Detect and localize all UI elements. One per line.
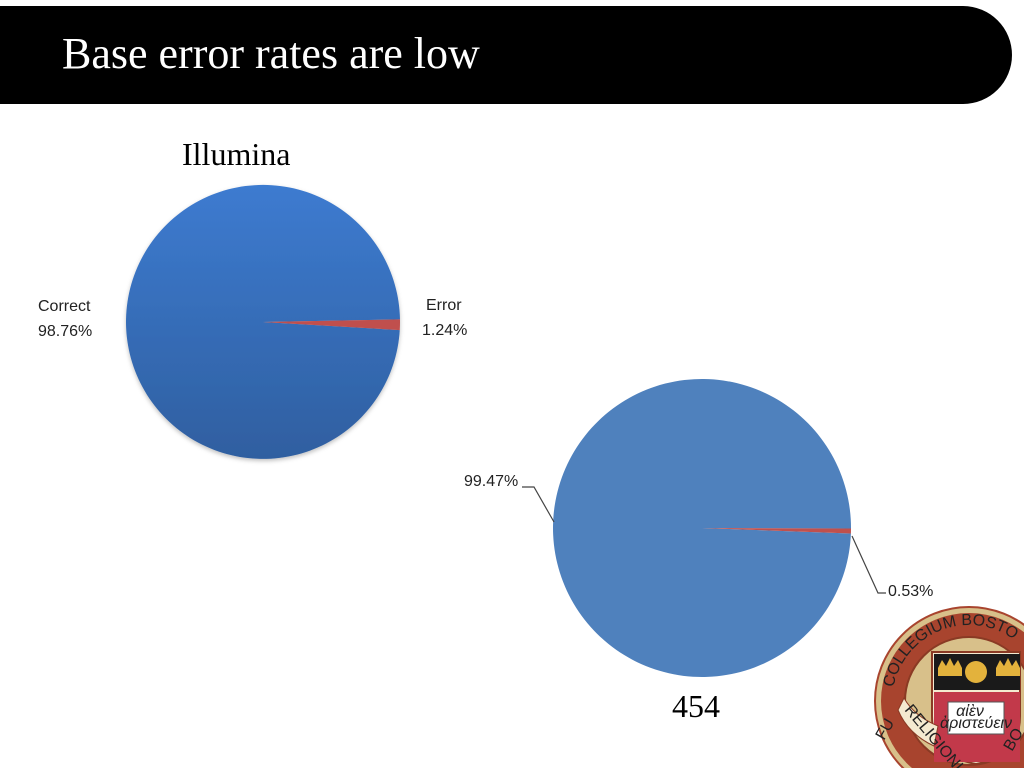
seal-book-icon	[947, 701, 1005, 735]
seal-sun-icon	[965, 661, 987, 683]
seal-crown-left-icon	[938, 658, 962, 676]
title-bar: Base error rates are low	[0, 6, 1012, 104]
454-error-leader-line	[851, 535, 886, 594]
illumina-error-value: 1.24%	[422, 322, 467, 339]
illumina-chart-title: Illumina	[182, 136, 291, 172]
illumina-correct-slice	[126, 184, 400, 459]
454-correct-leader-line	[522, 486, 555, 523]
454-correct-value: 99.47%	[464, 473, 518, 490]
seal-book-text-line1: αἰὲν	[956, 703, 984, 720]
454-chart-title: 454	[672, 688, 720, 724]
illumina-correct-label: Correct	[38, 298, 91, 315]
illumina-error-label: Error	[426, 297, 462, 314]
seal-book-text-line2: ἀριστεύειν	[940, 715, 1012, 732]
illumina-pie	[126, 184, 401, 459]
slide-title: Base error rates are low	[62, 29, 480, 78]
seal-crown-right-icon	[996, 658, 1020, 676]
boston-college-seal-logo: COLLEGIUM BOSTO FU αἰὲν ἀριστεύειν RELIG…	[874, 606, 1024, 768]
454-error-value: 0.53%	[888, 583, 933, 600]
illumina-error-slice	[263, 319, 401, 331]
illumina-correct-value: 98.76%	[38, 323, 92, 340]
454-error-slice	[702, 528, 851, 534]
454-pie	[553, 378, 852, 677]
454-correct-slice	[553, 378, 852, 677]
